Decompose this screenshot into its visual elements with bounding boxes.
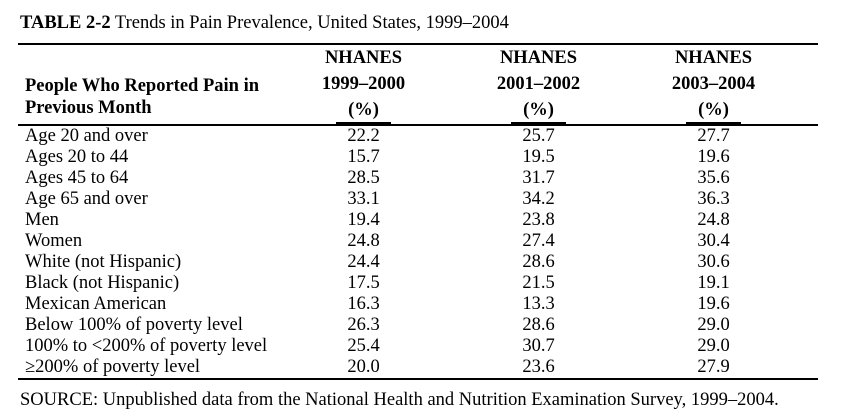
cell-value: 23.6 <box>522 357 555 377</box>
cell-value: 30.6 <box>697 252 730 272</box>
table-row: Below 100% of poverty level 26.3 28.6 29… <box>18 315 818 336</box>
row-group-header-line1: People Who Reported Pain in <box>25 76 259 96</box>
cell-value: 27.7 <box>697 126 730 146</box>
column-header-survey-2: NHANES <box>499 48 578 68</box>
cell-value: 17.5 <box>347 273 380 293</box>
row-label: Men <box>25 210 59 230</box>
cell-value: 22.2 <box>347 126 380 146</box>
row-label: Below 100% of poverty level <box>25 315 243 335</box>
cell-value: 19.6 <box>697 147 730 167</box>
cell-value: 36.3 <box>697 189 730 209</box>
column-header-years-2: 2001–2002 <box>496 74 581 94</box>
percent-unit-label: (%) <box>686 98 741 124</box>
cell-value: 34.2 <box>522 189 555 209</box>
cell-value: 24.8 <box>697 210 730 230</box>
cell-value: 16.3 <box>347 294 380 314</box>
cell-value: 23.8 <box>522 210 555 230</box>
row-label: Ages 45 to 64 <box>25 168 129 188</box>
cell-value: 33.1 <box>347 189 380 209</box>
row-label: 100% to <200% of poverty level <box>25 336 268 356</box>
column-header-unit-1: (%) <box>276 97 451 126</box>
table-row: 100% to <200% of poverty level 25.4 30.7… <box>18 336 818 357</box>
table-row: Women 24.8 27.4 30.4 <box>18 231 818 252</box>
column-header-unit-2: (%) <box>451 97 626 126</box>
cell-value: 19.4 <box>347 210 380 230</box>
row-group-header-line2: Previous Month <box>25 98 152 118</box>
table-caption: Trends in Pain Prevalence, United States… <box>110 13 509 33</box>
column-header-years-1: 1999–2000 <box>321 74 406 94</box>
cell-value: 31.7 <box>522 168 555 188</box>
cell-value: 30.4 <box>697 231 730 251</box>
table-row: Mexican American 16.3 13.3 19.6 <box>18 294 818 315</box>
row-label: Age 65 and over <box>25 189 148 209</box>
cell-value: 29.0 <box>697 336 730 356</box>
row-label: Women <box>25 231 83 251</box>
cell-value: 19.6 <box>697 294 730 314</box>
row-label: Ages 20 to 44 <box>25 147 129 167</box>
table-row: Age 65 and over 33.1 34.2 36.3 <box>18 189 818 210</box>
cell-value: 30.7 <box>522 336 555 356</box>
percent-unit-label: (%) <box>336 98 391 124</box>
row-label: Black (not Hispanic) <box>25 273 180 293</box>
table-row: Age 20 and over 22.2 25.7 27.7 <box>18 125 818 147</box>
cell-value: 19.5 <box>522 147 555 167</box>
column-header-survey-1: NHANES <box>324 48 403 68</box>
row-group-header: People Who Reported Pain in Previous Mon… <box>18 44 276 126</box>
cell-value: 35.6 <box>697 168 730 188</box>
source-note: SOURCE: Unpublished data from the Nation… <box>20 390 779 409</box>
cell-value: 24.8 <box>347 231 380 251</box>
table-row: Ages 20 to 44 15.7 19.5 19.6 <box>18 147 818 168</box>
table-row: Men 19.4 23.8 24.8 <box>18 210 818 231</box>
percent-unit-label: (%) <box>511 98 566 124</box>
column-header-years-3: 2003–2004 <box>671 74 756 94</box>
pain-prevalence-table: People Who Reported Pain in Previous Mon… <box>18 43 818 380</box>
cell-value: 19.1 <box>697 273 730 293</box>
header-row-years: 1999–2000 2001–2002 2003–2004 <box>18 71 818 97</box>
row-label: Mexican American <box>25 294 167 314</box>
cell-value: 25.4 <box>347 336 380 356</box>
cell-value: 28.6 <box>522 315 555 335</box>
cell-value: 28.5 <box>347 168 380 188</box>
table-row: ≥200% of poverty level 20.0 23.6 27.9 <box>18 357 818 379</box>
table-row: Black (not Hispanic) 17.5 21.5 19.1 <box>18 273 818 294</box>
table-row: Ages 45 to 64 28.5 31.7 35.6 <box>18 168 818 189</box>
cell-value: 25.7 <box>522 126 555 146</box>
cell-value: 27.9 <box>697 357 730 377</box>
cell-value: 24.4 <box>347 252 380 272</box>
header-row-unit: (%) (%) (%) <box>18 97 818 126</box>
table-row: White (not Hispanic) 24.4 28.6 30.6 <box>18 252 818 273</box>
cell-value: 20.0 <box>347 357 380 377</box>
cell-value: 28.6 <box>522 252 555 272</box>
column-header-unit-3: (%) <box>626 97 818 126</box>
cell-value: 13.3 <box>522 294 555 314</box>
header-row-survey: People Who Reported Pain in Previous Mon… <box>18 44 818 126</box>
table-title: TABLE 2-2 Trends in Pain Prevalence, Uni… <box>18 12 818 34</box>
row-label: White (not Hispanic) <box>25 252 182 272</box>
cell-value: 15.7 <box>347 147 380 167</box>
column-header-survey-3: NHANES <box>674 48 753 68</box>
table-number: TABLE 2-2 <box>20 13 111 33</box>
cell-value: 21.5 <box>522 273 555 293</box>
row-label: ≥200% of poverty level <box>25 357 201 377</box>
cell-value: 26.3 <box>347 315 380 335</box>
row-label: Age 20 and over <box>25 126 148 146</box>
cell-value: 27.4 <box>522 231 555 251</box>
cell-value: 29.0 <box>697 315 730 335</box>
